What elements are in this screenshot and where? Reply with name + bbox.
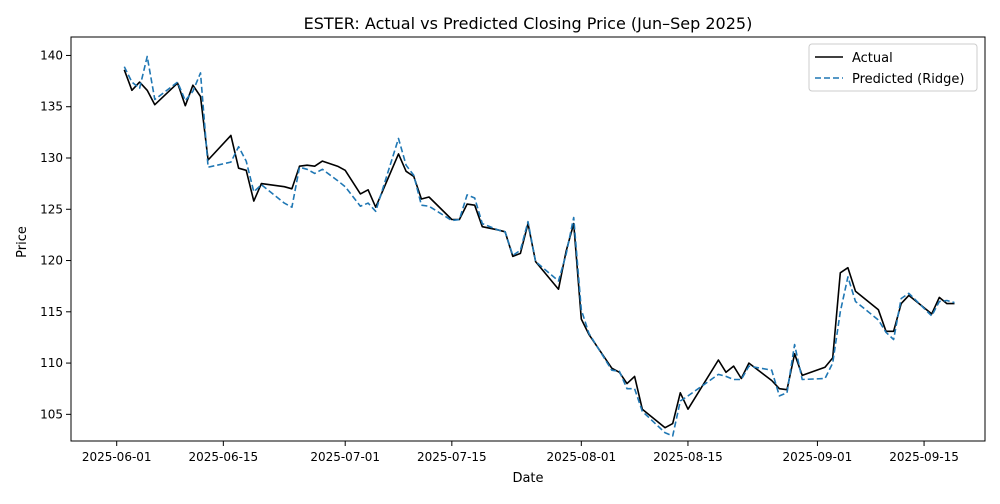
legend-box — [808, 43, 978, 92]
x-tick-label: 2025-06-01 — [82, 450, 152, 464]
x-tick-label: 2025-07-15 — [417, 450, 487, 464]
x-tick-label: 2025-08-01 — [546, 450, 616, 464]
y-tick-label: 105 — [40, 407, 63, 421]
legend-label: Predicted (Ridge) — [852, 72, 964, 87]
axes-frame — [70, 36, 986, 442]
chart-title: ESTER: Actual vs Predicted Closing Price… — [304, 14, 753, 33]
x-axis-label: Date — [512, 471, 543, 486]
x-tick-label: 2025-07-01 — [310, 450, 380, 464]
legend: Actual Predicted (Ridge) — [808, 43, 978, 92]
y-tick-label: 140 — [40, 48, 63, 62]
legend-label: Actual — [852, 51, 893, 66]
y-tick-label: 135 — [40, 100, 63, 114]
y-tick-label: 125 — [40, 202, 63, 216]
plot-area: 2025-06-01 2025-06-15 2025-07-01 2025-07-15… — [40, 48, 959, 464]
y-axis-label: Price — [15, 226, 30, 258]
y-tick-label: 120 — [40, 254, 63, 268]
y-tick-label: 110 — [40, 356, 63, 370]
y-tick-label: 130 — [40, 151, 63, 165]
x-tick-label: 2025-09-01 — [783, 450, 853, 464]
x-tick-label: 2025-09-15 — [889, 450, 959, 464]
x-tick-label: 2025-08-15 — [653, 450, 723, 464]
series-line-predicted — [123, 55, 955, 437]
x-tick-label: 2025-06-15 — [188, 450, 258, 464]
y-tick-label: 115 — [40, 305, 63, 319]
